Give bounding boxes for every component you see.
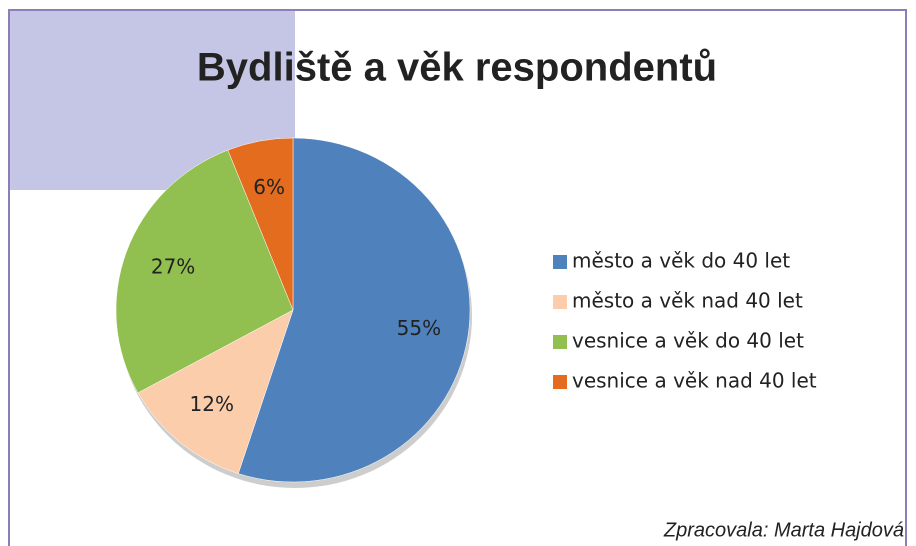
legend-swatch xyxy=(553,375,567,389)
data-label: 27% xyxy=(151,255,195,279)
annotation: Zpracovala: Marta Hajdová xyxy=(663,519,904,541)
pie-slice xyxy=(227,137,294,311)
legend-swatch xyxy=(553,255,567,269)
legend-swatch xyxy=(553,295,567,309)
legend-label: vesnice a věk nad 40 let xyxy=(572,369,817,393)
legend-label: město a věk nad 40 let xyxy=(572,289,803,313)
pie-slice xyxy=(115,149,294,394)
data-label: 55% xyxy=(397,316,441,340)
legend-label: vesnice a věk do 40 let xyxy=(572,329,804,353)
legend-label: město a věk do 40 let xyxy=(572,249,790,273)
chart-title: Bydliště a věk respondentů xyxy=(197,46,717,90)
data-label: 12% xyxy=(190,392,234,416)
pie-slice xyxy=(237,137,471,483)
data-label: 6% xyxy=(253,175,285,199)
legend-swatch xyxy=(553,335,567,349)
frame xyxy=(8,9,907,546)
pie-slice xyxy=(137,309,294,474)
